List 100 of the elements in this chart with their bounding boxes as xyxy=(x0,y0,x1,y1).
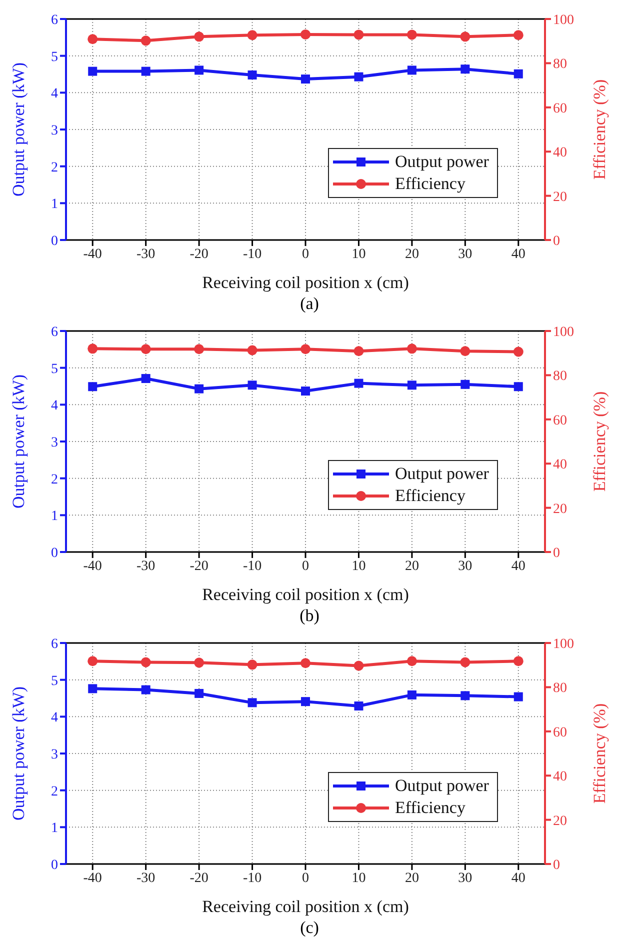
x-tick-label: 30 xyxy=(458,246,472,262)
point xyxy=(194,32,204,42)
point xyxy=(141,374,150,384)
point xyxy=(248,70,257,80)
y2-tick-label: 40 xyxy=(553,458,567,473)
point xyxy=(354,378,364,388)
point xyxy=(248,380,257,390)
point xyxy=(88,34,98,44)
y-tick-label: 0 xyxy=(51,858,58,873)
legend-label: Efficiency xyxy=(394,797,466,819)
y-tick-label: 0 xyxy=(51,546,58,561)
x-tick-label: 40 xyxy=(511,558,526,574)
point xyxy=(354,30,364,40)
y-tick-label: 4 xyxy=(51,710,58,726)
point xyxy=(407,66,416,75)
x-tick-label: -20 xyxy=(190,246,208,262)
y-tick-label: 6 xyxy=(51,636,58,652)
x-tick-label: 40 xyxy=(511,870,526,886)
x-tick-label: 20 xyxy=(404,558,419,574)
point xyxy=(88,382,98,392)
y2-tick-label: 20 xyxy=(553,502,567,517)
y2-tick-label: 0 xyxy=(553,234,560,249)
y2-tick-label: 60 xyxy=(553,101,567,116)
x-axis-title: Receiving coil position x (cm) xyxy=(202,273,409,292)
x-tick-label: -10 xyxy=(242,246,262,262)
point xyxy=(514,382,523,392)
point xyxy=(194,688,204,698)
point xyxy=(301,697,310,706)
x-axis-title: Receiving coil position x (cm) xyxy=(202,897,409,916)
point xyxy=(354,72,364,82)
x-tick-label: -40 xyxy=(83,558,102,574)
x-tick-label: -20 xyxy=(190,870,208,886)
y-tick-label: 2 xyxy=(51,472,58,488)
point xyxy=(194,384,204,394)
point xyxy=(141,685,150,694)
x-axis-title: Receiving coil position x (cm) xyxy=(202,585,409,604)
y-tick-label: 5 xyxy=(51,674,58,689)
y-tick-label: 1 xyxy=(51,197,58,212)
point xyxy=(88,66,98,76)
x-tick-label: 20 xyxy=(404,246,419,262)
y-tick-label: 0 xyxy=(51,234,58,249)
x-tick-label: -30 xyxy=(136,558,156,574)
y2-tick-label: 60 xyxy=(553,413,567,428)
point xyxy=(514,692,523,702)
point xyxy=(300,29,310,40)
y-tick-label: 2 xyxy=(51,160,58,176)
y2-tick-label: 100 xyxy=(553,636,574,652)
y-tick-label: 3 xyxy=(51,747,58,762)
point xyxy=(301,74,310,84)
legend-label: Efficiency xyxy=(394,173,466,195)
point xyxy=(406,30,417,40)
y2-axis-title: Efficiency (%) xyxy=(590,79,610,180)
text: (a) xyxy=(299,294,320,315)
y-tick-label: 2 xyxy=(51,784,58,800)
y2-tick-label: 40 xyxy=(553,146,567,161)
x-tick-label: 20 xyxy=(404,870,419,886)
y2-tick-label: 0 xyxy=(553,546,560,561)
point xyxy=(407,380,416,390)
y-tick-label: 5 xyxy=(51,362,58,377)
y2-tick-label: 0 xyxy=(553,858,560,873)
x-tick-label: 0 xyxy=(302,558,309,574)
point xyxy=(460,691,470,700)
x-tick-label: 0 xyxy=(302,870,309,886)
point xyxy=(301,386,310,396)
point xyxy=(460,32,470,42)
y2-tick-label: 20 xyxy=(553,190,567,205)
y-tick-label: 1 xyxy=(51,821,58,836)
x-tick-label: 10 xyxy=(352,558,366,574)
legend-label: Efficiency xyxy=(394,485,466,507)
x-tick-label: -10 xyxy=(242,558,262,574)
y2-tick-label: 80 xyxy=(553,369,567,384)
y-tick-label: 6 xyxy=(51,12,58,28)
y-tick-label: 5 xyxy=(51,50,58,65)
y-tick-label: 4 xyxy=(51,86,58,102)
x-tick-label: 30 xyxy=(458,558,472,574)
legend-label: Output power xyxy=(394,463,489,485)
text: (b) xyxy=(298,606,320,627)
x-tick-label: 10 xyxy=(352,870,366,886)
x-tick-label: -30 xyxy=(136,870,156,886)
y-tick-label: 3 xyxy=(51,435,58,450)
x-tick-label: 40 xyxy=(511,246,526,262)
x-tick-label: -40 xyxy=(83,246,102,262)
y-tick-label: 4 xyxy=(51,398,58,414)
y2-tick-label: 100 xyxy=(553,324,574,340)
y2-tick-label: 20 xyxy=(553,814,567,829)
y2-tick-label: 60 xyxy=(553,725,567,740)
y-axis-title: Output power (kW) xyxy=(9,686,28,821)
point xyxy=(247,30,258,40)
point xyxy=(513,30,524,40)
y2-axis-title: Efficiency (%) xyxy=(590,703,610,804)
point xyxy=(460,64,470,74)
y-axis-title: Output power (kW) xyxy=(9,62,28,197)
y-tick-label: 6 xyxy=(51,324,58,340)
y2-tick-label: 40 xyxy=(553,770,567,785)
legend-label: Output power xyxy=(394,151,489,173)
x-tick-label: -40 xyxy=(83,870,102,886)
x-tick-label: -30 xyxy=(136,246,156,262)
x-tick-label: 30 xyxy=(458,870,472,886)
y2-tick-label: 80 xyxy=(553,57,567,72)
y-tick-label: 1 xyxy=(51,509,58,524)
